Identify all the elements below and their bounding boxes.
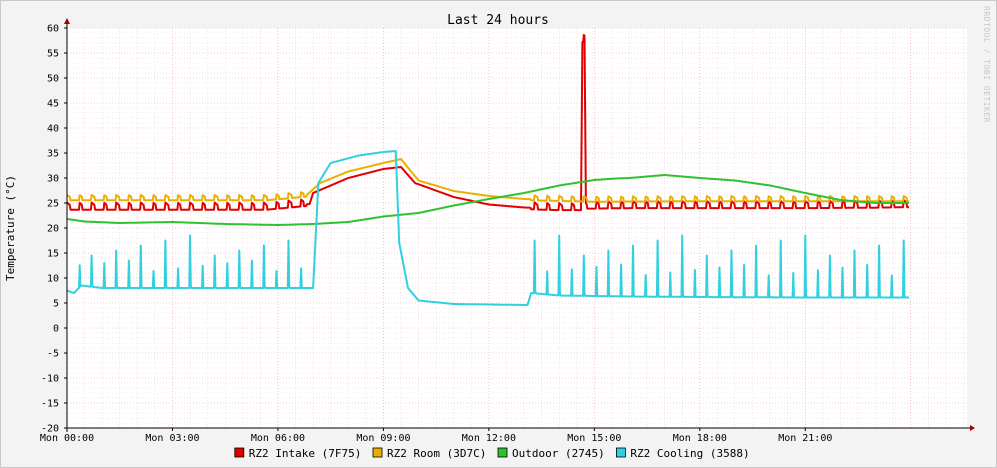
y-tick-label: -15 — [41, 399, 59, 410]
x-tick-label: Mon 18:00 — [673, 433, 727, 444]
y-axis-arrow-icon — [64, 18, 70, 24]
y-tick-label: -20 — [41, 424, 59, 435]
y-tick-label: 50 — [47, 74, 59, 85]
x-tick-label: Mon 09:00 — [356, 433, 410, 444]
legend-label: RZ2 Cooling (3588) — [630, 447, 749, 460]
y-axis-label: Temperature (°C) — [4, 175, 17, 281]
x-tick-label: Mon 00:00 — [40, 433, 94, 444]
y-tick-label: 45 — [47, 99, 59, 110]
legend-label: Outdoor (2745) — [512, 447, 605, 460]
legend-swatch — [616, 447, 626, 458]
legend-label: RZ2 Intake (7F75) — [249, 447, 362, 460]
series-line-1 — [66, 158, 910, 203]
y-tick-label: 60 — [47, 24, 59, 35]
y-tick-label: 15 — [47, 249, 59, 260]
rrdtool-watermark: RRDTOOL / TOBI OETIKER — [982, 6, 991, 123]
y-tick-label: 0 — [53, 324, 59, 335]
y-tick-label: 55 — [47, 49, 59, 60]
series-line-2 — [66, 174, 910, 226]
x-tick-label: Mon 15:00 — [567, 433, 621, 444]
y-tick-label: 30 — [47, 174, 59, 185]
x-tick-label: Mon 06:00 — [251, 433, 305, 444]
series-lines — [66, 34, 910, 306]
y-tick-label: -5 — [47, 349, 59, 360]
y-tick-label: 40 — [47, 124, 59, 135]
y-tick-label: 20 — [47, 224, 59, 235]
legend-swatch — [497, 447, 508, 458]
legend-swatch — [234, 447, 245, 458]
legend-label: RZ2 Room (3D7C) — [387, 447, 486, 460]
y-tick-label: 10 — [47, 274, 59, 285]
x-tick-label: Mon 12:00 — [462, 433, 516, 444]
x-tick-label: Mon 03:00 — [145, 433, 199, 444]
axes — [64, 18, 975, 432]
x-axis-arrow-icon — [970, 425, 975, 431]
y-tick-label: 35 — [47, 149, 59, 160]
x-tick-label: Mon 21:00 — [778, 433, 832, 444]
chart-title: Last 24 hours — [447, 13, 549, 28]
y-tick-label: 25 — [47, 199, 59, 210]
series-line-3 — [66, 150, 910, 306]
legend-swatch — [372, 447, 383, 458]
legend: RZ2 Intake (7F75) RZ2 Room (3D7C) Outdoor … — [234, 447, 750, 460]
grid — [66, 27, 967, 429]
x-axis-ticks: Mon 00:00 Mon 03:00 Mon 06:00 Mon 09:00 Mon … — [40, 428, 832, 444]
y-tick-label: 5 — [53, 299, 59, 310]
y-tick-label: -10 — [41, 374, 59, 385]
